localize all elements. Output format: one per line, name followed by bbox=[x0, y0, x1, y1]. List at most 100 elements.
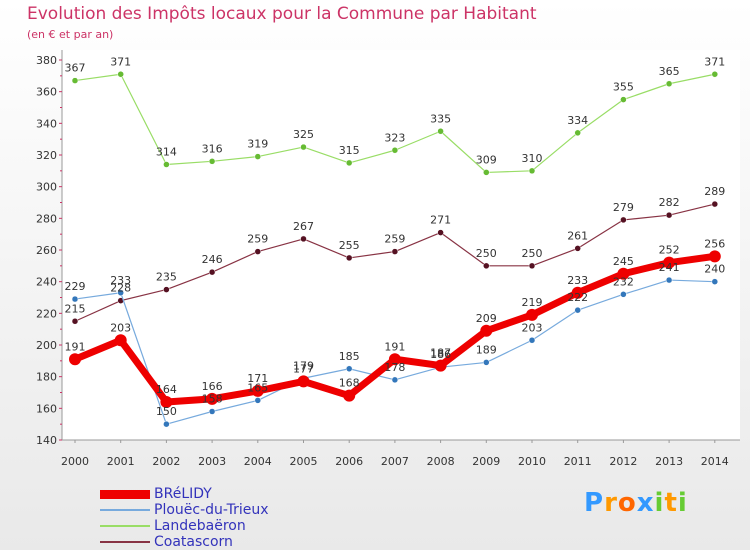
data-label: 316 bbox=[202, 142, 223, 155]
logo-letter: r bbox=[604, 488, 618, 518]
data-point bbox=[665, 211, 673, 219]
data-label: 252 bbox=[659, 244, 680, 257]
data-label: 261 bbox=[567, 229, 588, 242]
plot-area bbox=[62, 50, 740, 440]
data-point bbox=[437, 128, 444, 135]
data-point bbox=[665, 276, 673, 284]
logo-letter: i bbox=[654, 488, 665, 518]
data-point bbox=[114, 334, 127, 347]
data-point bbox=[71, 318, 79, 325]
y-tick-label: 360 bbox=[36, 86, 57, 99]
data-label: 228 bbox=[110, 282, 131, 295]
chart-title: Evolution des Impôts locaux pour la Comm… bbox=[27, 4, 537, 24]
data-point bbox=[254, 248, 262, 255]
data-label: 259 bbox=[247, 233, 268, 246]
data-label: 335 bbox=[430, 112, 451, 125]
legend-item: Coatascorn bbox=[100, 535, 233, 549]
data-point bbox=[434, 359, 447, 372]
legend-label: Coatascorn bbox=[154, 534, 233, 550]
data-label: 165 bbox=[247, 381, 268, 394]
data-label: 233 bbox=[110, 274, 131, 287]
data-point bbox=[208, 268, 216, 276]
chart-subtitle: (en € et par an) bbox=[27, 28, 114, 41]
legend-swatch bbox=[100, 525, 150, 527]
data-point bbox=[711, 200, 719, 208]
data-point bbox=[71, 295, 79, 303]
logo-letter: i bbox=[677, 488, 688, 518]
data-point bbox=[388, 353, 401, 366]
legend-item: Plouëc-du-Trieux bbox=[100, 503, 269, 517]
logo-letter: P bbox=[584, 488, 605, 518]
data-label: 365 bbox=[659, 65, 680, 78]
data-label: 150 bbox=[156, 405, 177, 418]
data-point bbox=[617, 267, 630, 280]
data-point bbox=[574, 306, 581, 314]
data-point bbox=[480, 324, 493, 337]
data-point bbox=[117, 289, 124, 296]
data-point bbox=[297, 375, 310, 388]
data-point bbox=[208, 408, 216, 415]
y-tick-label: 140 bbox=[36, 434, 57, 447]
data-point bbox=[345, 159, 353, 167]
x-tick-label: 2012 bbox=[609, 455, 637, 468]
logo-letter: t bbox=[664, 488, 678, 518]
data-label: 310 bbox=[522, 152, 543, 165]
data-label: 325 bbox=[293, 128, 314, 141]
data-point bbox=[708, 250, 721, 263]
x-tick-label: 2011 bbox=[564, 455, 592, 468]
x-tick-label: 2000 bbox=[61, 455, 89, 468]
data-label: 315 bbox=[339, 144, 360, 157]
data-point bbox=[526, 308, 538, 321]
data-label: 259 bbox=[384, 233, 405, 246]
data-label: 279 bbox=[613, 201, 634, 214]
data-point bbox=[71, 77, 79, 84]
data-label: 215 bbox=[65, 302, 86, 315]
logo-letter: o bbox=[617, 488, 637, 518]
y-tick-label: 280 bbox=[36, 212, 57, 225]
y-tick-label: 320 bbox=[36, 149, 57, 162]
data-point bbox=[620, 291, 627, 298]
y-tick-label: 220 bbox=[36, 307, 57, 320]
x-tick-label: 2001 bbox=[107, 455, 135, 468]
data-point bbox=[300, 235, 307, 243]
legend-swatch bbox=[100, 489, 150, 499]
y-tick-label: 240 bbox=[36, 276, 57, 289]
data-point bbox=[208, 158, 216, 165]
data-point bbox=[574, 245, 581, 252]
data-point bbox=[254, 397, 262, 404]
data-label: 314 bbox=[156, 146, 177, 159]
data-point bbox=[571, 286, 584, 299]
x-tick-label: 2007 bbox=[381, 455, 409, 468]
data-point bbox=[343, 389, 356, 402]
data-label: 209 bbox=[476, 312, 497, 325]
data-point bbox=[163, 161, 170, 168]
data-label: 371 bbox=[110, 55, 131, 68]
data-label: 166 bbox=[202, 380, 223, 393]
data-label: 168 bbox=[339, 377, 360, 390]
data-point bbox=[163, 286, 170, 293]
data-point bbox=[483, 169, 490, 176]
data-label: 179 bbox=[293, 359, 314, 372]
data-point bbox=[391, 248, 399, 255]
data-point bbox=[574, 129, 581, 137]
data-label: 178 bbox=[384, 361, 405, 374]
data-label: 235 bbox=[156, 271, 177, 284]
data-label: 185 bbox=[339, 350, 360, 363]
data-label: 186 bbox=[430, 348, 451, 361]
logo-letter: x bbox=[636, 488, 655, 518]
legend-label: BRéLIDY bbox=[154, 486, 212, 502]
data-label: 164 bbox=[156, 383, 177, 396]
legend-label: Plouëc-du-Trieux bbox=[154, 502, 269, 518]
data-point bbox=[663, 256, 676, 269]
data-point bbox=[163, 420, 170, 428]
data-label: 171 bbox=[247, 372, 268, 385]
data-label: 355 bbox=[613, 81, 634, 94]
data-point bbox=[254, 153, 262, 160]
legend-item: BRéLIDY bbox=[100, 487, 212, 501]
data-point bbox=[391, 376, 399, 384]
data-point bbox=[345, 254, 353, 262]
x-tick-label: 2006 bbox=[335, 455, 363, 468]
data-label: 246 bbox=[202, 253, 223, 266]
data-point bbox=[483, 359, 490, 366]
data-label: 255 bbox=[339, 239, 360, 252]
